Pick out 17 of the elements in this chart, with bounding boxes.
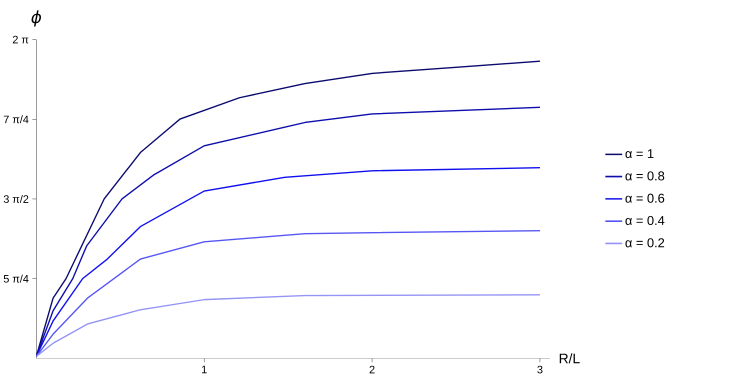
line-series xyxy=(36,167,541,358)
x-tick-label: 3 xyxy=(537,366,542,374)
line-series xyxy=(36,294,541,358)
line-series xyxy=(36,230,541,358)
y-tick-label: 3 π/2 xyxy=(4,194,28,203)
x-axis-title: R/L xyxy=(560,353,580,364)
legend-label: α = 0.6 xyxy=(625,194,664,203)
y-tick-label: 5 π/4 xyxy=(4,274,29,283)
legend-label: α = 0.8 xyxy=(625,171,664,180)
y-tick-label: 7 π/4 xyxy=(4,115,29,124)
legend-label: α = 0.4 xyxy=(625,216,664,225)
x-tick-label: 2 xyxy=(370,366,375,374)
legend-label: α = 1 xyxy=(625,149,654,158)
y-axis-title: ϕ xyxy=(32,10,42,27)
x-tick-label: 1 xyxy=(202,366,207,374)
y-tick-label: 2 π xyxy=(12,36,28,44)
legend-label: α = 0.2 xyxy=(625,238,664,248)
